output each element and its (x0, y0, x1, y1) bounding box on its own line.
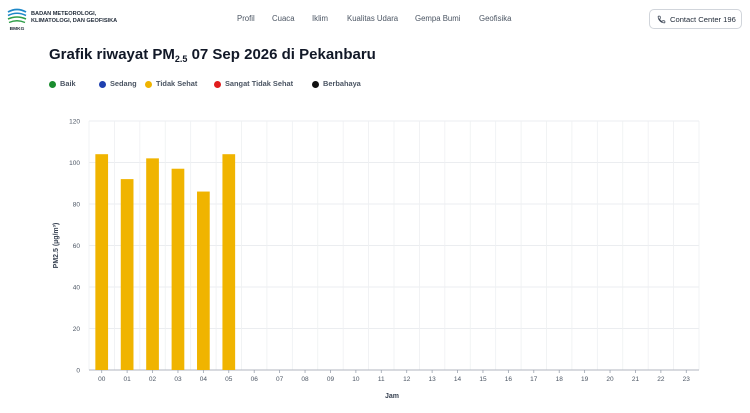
legend-dot-sedang (99, 81, 106, 88)
main-nav: Profil Cuaca Iklim Kualitas Udara Gempa … (0, 14, 750, 26)
x-tick-label: 05 (225, 376, 233, 383)
legend-label-berbahaya: Berbahaya (323, 79, 361, 88)
legend-dot-berbahaya (312, 81, 319, 88)
bar-05 (222, 154, 236, 370)
x-tick-label: 17 (530, 376, 538, 383)
x-tick-label: 00 (98, 376, 106, 383)
contact-center-button[interactable]: Contact Center 196 (649, 9, 742, 29)
x-tick-label: 14 (454, 376, 462, 383)
x-tick-label: 06 (251, 376, 259, 383)
x-tick-label: 02 (149, 376, 157, 383)
x-tick-label: 19 (581, 376, 589, 383)
nav-cuaca[interactable]: Cuaca (272, 14, 295, 23)
nav-profil[interactable]: Profil (237, 14, 255, 23)
org-name-line-1: BADAN METEOROLOGI, (31, 11, 97, 17)
x-tick-label: 22 (657, 376, 665, 383)
x-tick-label: 09 (327, 376, 335, 383)
legend-label-sedang: Sedang (110, 79, 137, 88)
page-title-prefix: Grafik riwayat PM (49, 46, 175, 63)
legend-label-tidak-sehat: Tidak Sehat (156, 79, 198, 88)
y-tick-label: 60 (73, 243, 81, 250)
x-tick-label: 10 (352, 376, 360, 383)
nav-gempa-bumi[interactable]: Gempa Bumi (415, 14, 461, 23)
x-tick-label: 03 (174, 376, 182, 383)
y-tick-label: 40 (73, 284, 81, 291)
x-tick-label: 20 (606, 376, 614, 383)
y-tick-label: 80 (73, 201, 81, 208)
x-tick-label: 15 (479, 376, 487, 383)
x-tick-label: 04 (200, 376, 208, 383)
page-title-subscript: 2.5 (174, 54, 188, 64)
y-axis-title: PM2.5 (µg/m³) (53, 223, 60, 269)
logo-text: BMKG (10, 26, 25, 32)
page-title-suffix: 07 Sep 2026 di Pekanbaru (187, 46, 376, 63)
nav-iklim[interactable]: Iklim (312, 14, 329, 23)
contact-center-label: Contact Center 196 (670, 15, 736, 24)
org-name-line-2: KLIMATOLOGI, DAN GEOFISIKA (31, 18, 118, 24)
legend-dot-baik (49, 81, 56, 88)
x-tick-label: 21 (632, 376, 640, 383)
x-tick-label: 13 (429, 376, 437, 383)
legend-label-sangat-tidak-sehat: Sangat Tidak Sehat (225, 79, 294, 88)
x-axis-title: Jam (385, 393, 399, 400)
phone-icon (657, 15, 666, 24)
bar-03 (171, 168, 185, 370)
bar-02 (146, 158, 159, 370)
x-tick-label: 01 (124, 376, 132, 383)
y-tick-label: 20 (73, 326, 81, 333)
bar-00 (95, 154, 109, 370)
pm25-bar-chart: 0 20 40 60 80 100 120 00 01 02 03 04 05 06 07 08 09 10 11 1… (53, 118, 700, 400)
x-tick-label: 07 (276, 376, 284, 383)
page-title: Grafik riwayat PM2.5 07 Sep 2026 di Peka… (49, 46, 376, 64)
bar-04 (197, 191, 210, 370)
x-tick-label: 23 (683, 376, 691, 383)
y-tick-label: 120 (69, 118, 80, 125)
x-tick-label: 16 (505, 376, 513, 383)
legend-label-baik: Baik (60, 79, 76, 88)
nav-geofisika[interactable]: Geofisika (479, 14, 512, 23)
bar-01 (120, 179, 134, 370)
x-tick-label: 11 (378, 376, 385, 383)
site-header: BMKG BADAN METEOROLOGI, KLIMATOLOGI, DAN… (0, 0, 750, 42)
x-tick-label: 18 (556, 376, 564, 383)
x-tick-label: 12 (403, 376, 411, 383)
legend-dot-sangat-tidak-sehat (214, 81, 221, 88)
x-tick-label: 08 (301, 376, 309, 383)
org-name: BADAN METEOROLOGI, KLIMATOLOGI, DAN GEOF… (31, 11, 117, 25)
bmkg-logo[interactable]: BMKG (6, 6, 28, 32)
legend-dot-tidak-sehat (145, 81, 152, 88)
y-tick-label: 100 (69, 160, 80, 167)
nav-kualitas-udara[interactable]: Kualitas Udara (347, 14, 399, 23)
y-tick-label: 0 (76, 367, 80, 374)
